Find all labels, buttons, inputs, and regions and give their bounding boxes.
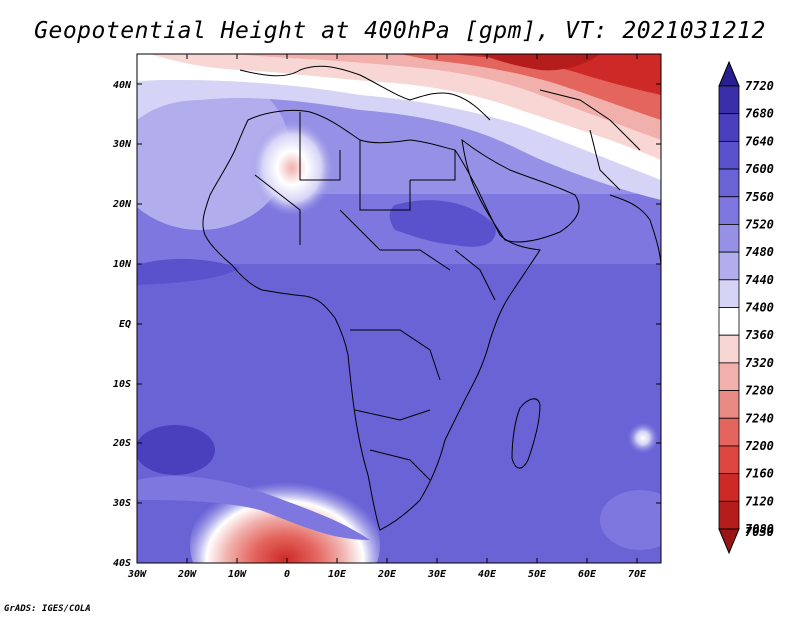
grads-credit: GrADS: IGES/COLA xyxy=(4,604,91,614)
colorbar-label: 7520 xyxy=(745,217,774,231)
lon-tick-label: 30W xyxy=(127,569,147,580)
colorbar-top-arrow xyxy=(718,60,740,87)
border-line xyxy=(454,249,496,301)
colorbar-swatch xyxy=(718,362,740,391)
border-line xyxy=(369,449,431,481)
colorbar-label: 7640 xyxy=(745,134,774,148)
lon-tick-label: 70E xyxy=(628,569,647,580)
india-outline xyxy=(609,194,661,266)
colorbar-label: 7240 xyxy=(745,411,774,425)
lat-tick-label: 10S xyxy=(113,379,131,390)
colorbar-label: 7160 xyxy=(745,467,774,481)
colorbar-swatch xyxy=(718,334,740,364)
lon-tick-label: 30E xyxy=(427,569,447,580)
border-line xyxy=(359,140,411,211)
border-line xyxy=(254,174,301,245)
madagascar xyxy=(511,398,541,469)
lon-tick-label: 40E xyxy=(478,569,497,580)
colorbar-swatch xyxy=(718,224,740,253)
colorbar-label: 7080 xyxy=(745,522,774,536)
lon-tick-label: 10E xyxy=(328,569,347,580)
colorbar-label: 7440 xyxy=(745,273,774,287)
lon-axis: 30W 20W 10W 0 10E 20E 30E 40E 50E 60E 70… xyxy=(127,54,647,580)
colorbar-label: 7320 xyxy=(745,356,774,370)
colorbar-label: 7360 xyxy=(745,328,774,342)
colorbar-swatch xyxy=(718,168,740,198)
lat-tick-label: 30S xyxy=(112,498,131,509)
colorbar-swatch xyxy=(718,251,740,281)
lon-tick-label: 0 xyxy=(284,569,290,580)
colorbar-swatch xyxy=(718,500,740,530)
map-title: Geopotential Height at 400hPa [gpm], VT:… xyxy=(34,18,766,44)
colorbar: 7720 7680 7640 7600 7560 7520 7480 7440 7400 7360… xyxy=(718,60,774,555)
colorbar-swatch xyxy=(718,417,740,447)
lon-tick-label: 20E xyxy=(377,569,397,580)
colorbar-label: 7600 xyxy=(745,162,774,176)
colorbar-swatch xyxy=(718,279,740,308)
europe-coast xyxy=(239,65,491,121)
lat-tick-label: 20N xyxy=(112,199,132,210)
border-line xyxy=(299,112,341,181)
colorbar-swatch xyxy=(718,390,740,419)
colorbar-label: 7280 xyxy=(745,384,774,398)
border-line xyxy=(339,209,451,271)
colorbar-label: 7680 xyxy=(745,107,774,121)
border-line xyxy=(539,89,641,151)
colorbar-swatch xyxy=(718,196,740,225)
colorbar-swatch xyxy=(718,307,740,336)
coastlines xyxy=(202,65,661,531)
lat-tick-label: 10N xyxy=(113,259,132,270)
border-line xyxy=(410,150,456,181)
border-line xyxy=(350,329,441,381)
lon-tick-label: 20W xyxy=(177,569,197,580)
lat-tick-label: 40N xyxy=(113,80,132,91)
map-frame xyxy=(136,53,662,564)
colorbar-label: 7480 xyxy=(745,245,774,259)
lon-tick-label: 10W xyxy=(228,569,247,580)
colorbar-swatch xyxy=(718,473,740,502)
africa-coastline xyxy=(202,109,541,531)
colorbar-label: 7200 xyxy=(745,439,774,453)
colorbar-swatch xyxy=(718,445,740,475)
colorbar-swatch xyxy=(718,113,740,142)
border-line xyxy=(589,129,621,191)
lat-tick-label: 30N xyxy=(112,139,132,150)
colorbar-label: 7560 xyxy=(745,190,774,204)
height-field xyxy=(137,54,661,563)
lat-tick-label: 20S xyxy=(112,438,131,449)
colorbar-swatch xyxy=(718,85,740,115)
colorbar-label: 7120 xyxy=(745,494,774,508)
lon-tick-label: 50E xyxy=(528,569,547,580)
colorbar-label: 7720 xyxy=(745,79,774,93)
lat-tick-label: 40S xyxy=(113,558,131,569)
colorbar-bottom-arrow xyxy=(718,528,740,555)
colorbar-label: 7030 xyxy=(745,525,774,539)
border-line xyxy=(354,409,431,421)
colorbar-swatch xyxy=(718,140,740,170)
lat-axis: 40N 30N 20N 10N EQ 10S 20S 30S 40S xyxy=(112,80,661,569)
lat-tick-label: EQ xyxy=(119,319,131,330)
lon-tick-label: 60E xyxy=(578,569,597,580)
arabian-peninsula xyxy=(461,138,580,243)
colorbar-label: 7400 xyxy=(745,301,774,315)
